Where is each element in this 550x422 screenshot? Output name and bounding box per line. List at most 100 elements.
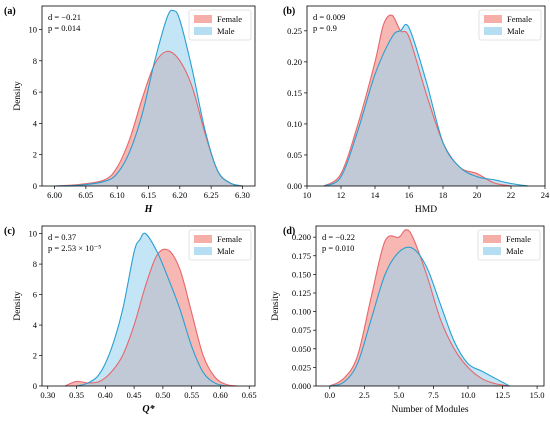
x-tick-label: 0.40 [98,390,113,400]
female-legend-label: Female [217,234,242,244]
x-tick-label: 0.65 [242,390,257,400]
y-tick-label: 4 [33,320,38,330]
male-density-area [76,233,227,386]
x-tick-label: 0.0 [325,390,336,400]
y-tick-label: 0.00 [287,181,302,191]
y-tick-label: 2 [33,351,37,361]
y-tick-label: 6 [33,87,37,97]
female-legend-swatch [194,15,212,23]
plot-frame [315,225,545,387]
female-legend-swatch [194,235,212,243]
y-axis-label: Density [271,291,281,321]
male-density-line [329,246,510,387]
x-axis-label: Number of Modules [391,404,468,415]
male-legend-label: Male [217,26,235,36]
x-tick-label: 0.50 [155,390,170,400]
y-tick-label: 0.050 [292,344,311,354]
panel-3: (d) 0.0 2.5 5.0 7.5 10.0 12.5 15.0 0.000 0.025 0.0… [271,225,545,415]
female-density-line [64,248,238,387]
male-density-area [324,24,528,187]
x-tick-label: 12.5 [495,390,510,400]
stat-annotation: p = 0.014 [48,23,81,33]
y-tick-label: 0.200 [292,232,311,242]
legend: Female Male [478,9,542,41]
y-tick-label: 0.15 [287,88,302,98]
stat-annotation: d = −0.21 [48,12,81,22]
x-tick-label: 6.30 [235,190,250,200]
y-tick-label: 0 [33,181,37,191]
y-tick-label: 0.025 [292,362,311,372]
panel-letter: (b) [283,6,295,17]
panel-letter: (c) [4,226,15,237]
female-legend-swatch [483,235,501,243]
legend: Female Male [477,229,541,261]
x-tick-label: 6.00 [47,190,62,200]
male-legend-swatch [194,247,212,255]
x-tick-label: 0.30 [40,390,55,400]
female-legend-label: Female [506,234,531,244]
x-tick-label: 24 [541,190,550,200]
y-tick-label: 0.075 [292,325,311,335]
male-density-line [76,232,227,387]
y-tick-label: 2 [33,150,37,160]
x-tick-label: 18 [439,190,448,200]
legend: Female Male [188,9,252,41]
panel-1: (b) 10 12 14 16 18 20 22 24 0.00 0.05 0.10 0.15 0.20 0… [283,5,550,215]
x-tick-label: 15.0 [530,390,545,400]
panel-letter: (a) [4,6,16,17]
female-legend-label: Female [507,14,532,24]
y-tick-label: 0.10 [287,119,302,129]
x-tick-label: 16 [405,190,414,200]
male-density-line [323,23,529,187]
x-tick-label: 12 [337,190,346,200]
x-tick-label: 7.5 [428,390,439,400]
x-tick-label: 10.0 [461,390,476,400]
y-tick-label: 0.175 [292,251,311,261]
y-tick-label: 0.150 [292,269,311,279]
panel-2: (c) 0.30 0.35 0.40 0.45 0.50 0.55 0.60 0.65 0 2 4 6 8… [4,225,257,415]
x-tick-label: 0.60 [213,390,228,400]
x-axis-label: HMD [415,205,437,215]
x-tick-label: 6.20 [172,190,187,200]
x-tick-label: 0.35 [69,390,84,400]
y-tick-label: 0.20 [287,57,302,67]
x-axis-label: H [144,204,154,215]
y-tick-label: 0.000 [292,381,311,391]
stat-annotation: d = 0.009 [313,12,345,22]
female-density-line [323,14,512,187]
panel-0: (a) 6.00 6.05 6.10 6.15 6.20 6.25 6.30 0 2 4 6 8 10 H D… [4,5,256,215]
x-tick-label: 6.05 [78,190,93,200]
plot-frame [306,5,546,187]
y-tick-label: 10 [29,229,38,239]
male-legend-label: Male [506,246,524,256]
x-axis-label: Q* [142,404,155,415]
y-tick-label: 8 [33,56,37,66]
female-legend-label: Female [217,14,242,24]
x-tick-label: 6.25 [204,190,219,200]
stat-annotation: d = 0.37 [48,232,76,242]
y-tick-label: 0.05 [287,150,302,160]
panel-letter: (d) [283,226,295,237]
x-tick-label: 5.0 [394,390,405,400]
x-tick-label: 14 [371,190,380,200]
y-tick-label: 6 [33,290,37,300]
x-tick-label: 20 [473,190,482,200]
y-axis-label: Density [13,291,23,321]
male-legend-label: Male [507,26,525,36]
x-tick-label: 0.55 [184,390,199,400]
male-legend-swatch [483,247,501,255]
y-tick-label: 8 [33,259,37,269]
female-density-line [329,229,510,387]
y-tick-label: 4 [33,118,38,128]
y-tick-label: 0.125 [292,288,311,298]
x-tick-label: 10 [303,190,312,200]
x-tick-label: 6.15 [141,190,156,200]
y-tick-label: 10 [29,24,38,34]
male-legend-label: Male [217,246,235,256]
x-tick-label: 6.10 [110,190,125,200]
legend: Female Male [188,229,252,261]
male-density-area [329,247,510,386]
female-legend-swatch [484,15,502,23]
stat-annotation: p = 0.010 [322,243,354,253]
